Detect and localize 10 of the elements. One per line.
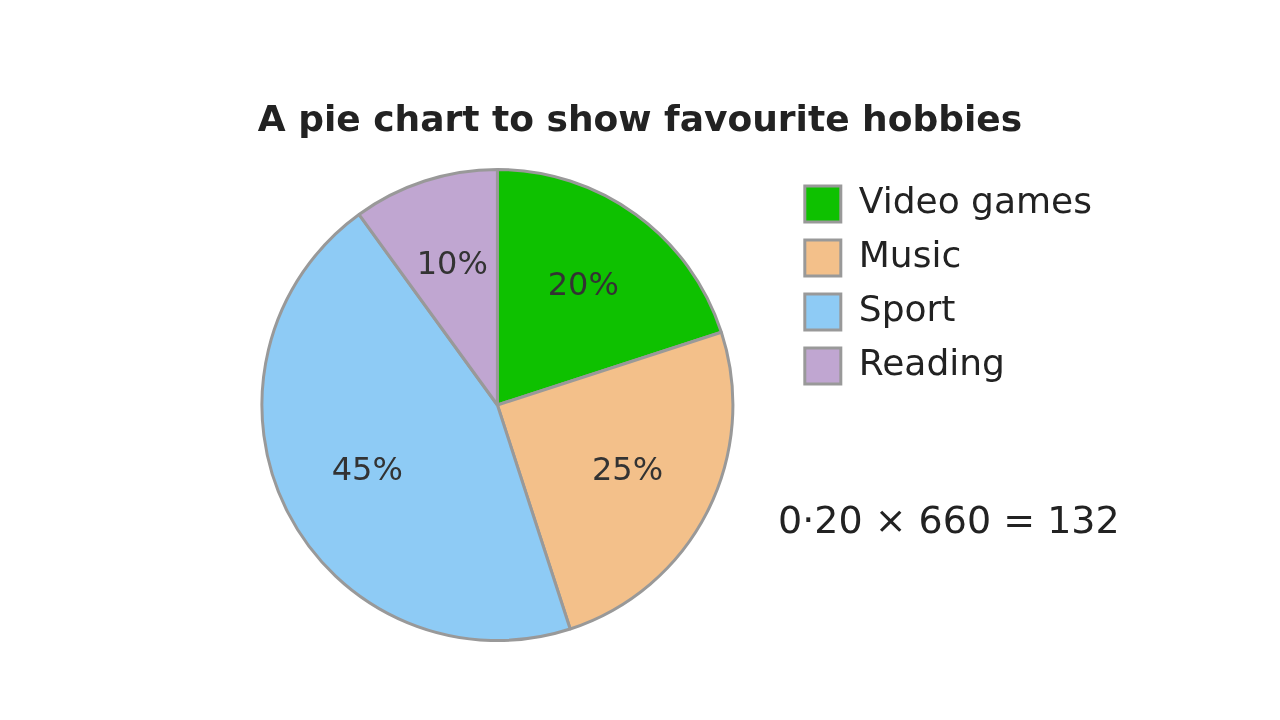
data-label: 10% xyxy=(416,244,488,283)
text: 0·20 × 660 = 132 xyxy=(778,498,1120,542)
legend-label: Sport xyxy=(858,288,956,330)
data-label: 20% xyxy=(547,265,619,304)
legend-label: Video games xyxy=(858,180,1093,222)
legend-label: Music xyxy=(858,234,962,276)
legend-label: Reading xyxy=(858,342,1005,384)
chart-title: A pie chart to show favourite hobbies xyxy=(256,98,1024,139)
data-label: 25% xyxy=(591,449,664,488)
data-label: 45% xyxy=(331,449,403,488)
